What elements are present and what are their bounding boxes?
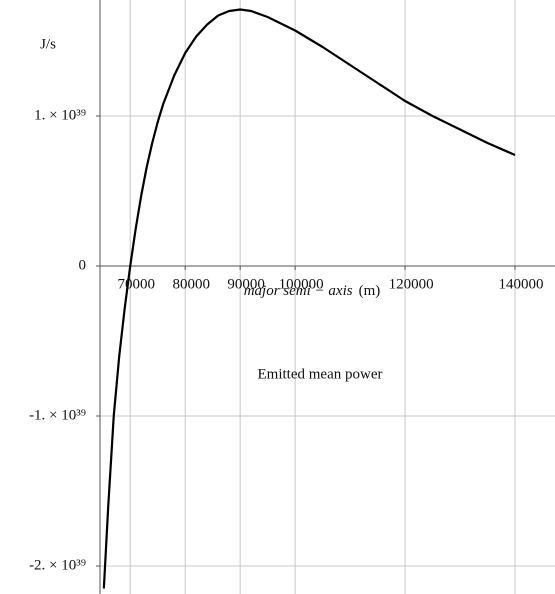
x-axis-label: major semi − axis (m)	[244, 283, 381, 299]
y-tick-label: -2. × 10³⁹	[29, 557, 86, 573]
x-tick-label: 100000	[279, 276, 324, 292]
x-tick-label: 70000	[117, 276, 155, 292]
x-axis-name: major semi − axis	[244, 283, 353, 299]
x-tick-label: 80000	[172, 276, 210, 292]
y-tick-label: -1. × 10³⁹	[29, 407, 86, 423]
line-series	[102, 8, 516, 589]
y-axis-label: J/s	[40, 36, 56, 52]
x-tick-label: 120000	[389, 276, 434, 292]
x-tick-label: 140000	[499, 276, 544, 292]
x-tick-label: 90000	[227, 276, 265, 292]
x-axis-unit: (m)	[359, 283, 381, 299]
y-tick-label: 1. × 10³⁹	[34, 107, 86, 123]
y-tick-label: 0	[79, 257, 87, 273]
chart-title: Emitted mean power	[258, 366, 383, 382]
